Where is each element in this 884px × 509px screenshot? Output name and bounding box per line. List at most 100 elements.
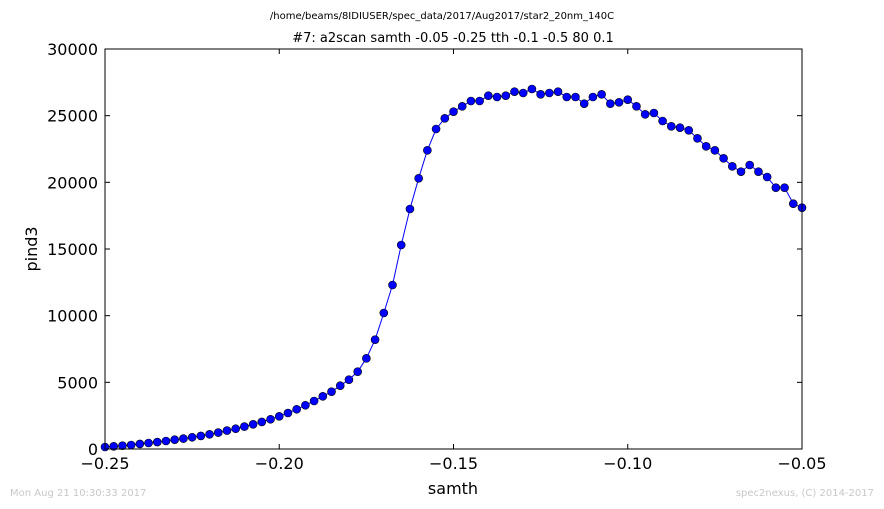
data-point <box>710 146 720 155</box>
data-point <box>701 142 711 151</box>
data-point <box>545 88 554 98</box>
data-point <box>449 107 458 116</box>
data-point <box>457 102 467 111</box>
data-point <box>362 354 371 363</box>
data-point <box>632 102 641 111</box>
data-point <box>274 412 284 421</box>
data-point <box>684 126 694 135</box>
data-point <box>788 199 798 208</box>
data-point <box>640 110 650 119</box>
footer-credit: spec2nexus, (C) 2014-2017 <box>735 488 874 499</box>
data-point <box>257 417 267 427</box>
data-point <box>501 91 511 100</box>
data-point <box>623 95 633 104</box>
data-point <box>597 90 606 99</box>
data-point <box>780 183 789 192</box>
data-point <box>292 404 301 414</box>
data-point <box>248 420 258 429</box>
data-point <box>205 430 214 439</box>
data-point <box>283 408 293 418</box>
data-point <box>754 167 763 176</box>
data-point <box>196 431 206 441</box>
x-tick-label: −0.15 <box>429 454 478 473</box>
data-point <box>553 87 563 96</box>
data-point <box>431 124 441 134</box>
data-point <box>423 146 432 155</box>
data-point <box>187 432 197 442</box>
data-point <box>614 98 624 107</box>
footer-timestamp: Mon Aug 21 10:30:33 2017 <box>10 488 147 499</box>
data-point <box>222 426 232 435</box>
data-point <box>466 96 476 106</box>
x-tick-label: −0.25 <box>80 454 129 473</box>
data-point <box>588 92 598 102</box>
data-point <box>579 99 589 108</box>
data-point <box>562 92 572 102</box>
data-point <box>379 308 389 318</box>
data-point <box>675 123 685 132</box>
x-axis-label: samth <box>428 479 478 498</box>
y-tick-label: 5000 <box>57 373 98 392</box>
x-tick-label: −0.10 <box>603 454 652 473</box>
data-point <box>388 280 397 290</box>
data-point <box>571 92 580 102</box>
x-tick-label: −0.20 <box>255 454 304 473</box>
data-point <box>309 396 319 406</box>
data-point <box>213 428 223 437</box>
data-point <box>327 387 336 396</box>
data-point <box>484 91 493 100</box>
data-point <box>658 116 667 126</box>
y-tick-label: 20000 <box>47 173 98 192</box>
data-point <box>179 434 188 443</box>
chart-title: #7: a2scan samth -0.05 -0.25 tth -0.1 -0… <box>292 31 614 46</box>
y-tick-label: 10000 <box>47 307 98 326</box>
data-point <box>762 172 772 182</box>
data-point <box>510 87 519 96</box>
data-point <box>527 84 537 94</box>
data-point <box>135 439 145 449</box>
data-point <box>727 162 737 171</box>
data-point <box>736 167 746 176</box>
axis-ticks: −0.25 −0.20 −0.15 −0.10 −0.05 0 5000 10000 15000… <box>47 40 826 473</box>
data-point <box>475 96 484 106</box>
data-point <box>231 424 240 434</box>
data-point <box>344 375 354 384</box>
y-tick-label: 0 <box>88 440 98 459</box>
series-line <box>104 88 803 448</box>
data-point <box>649 108 659 118</box>
y-tick-label: 30000 <box>47 40 98 59</box>
data-point <box>606 99 615 108</box>
data-point <box>266 414 275 424</box>
data-point <box>170 435 179 444</box>
data-point <box>144 438 153 448</box>
x-tick-label: −0.05 <box>777 454 826 473</box>
plot-area <box>100 84 807 452</box>
y-tick-label: 15000 <box>47 240 98 259</box>
data-point <box>353 367 362 376</box>
data-point <box>152 437 162 447</box>
data-point <box>396 240 406 250</box>
y-tick-label: 25000 <box>47 107 98 126</box>
data-point <box>492 92 502 102</box>
data-point <box>693 134 702 143</box>
data-point <box>518 88 528 98</box>
data-point <box>440 114 450 123</box>
data-point <box>414 174 423 183</box>
data-point <box>745 160 755 170</box>
data-point <box>771 183 781 192</box>
data-point <box>719 154 728 163</box>
data-point <box>118 441 127 450</box>
data-point <box>318 392 328 401</box>
data-point <box>161 436 171 446</box>
data-point <box>240 422 249 431</box>
data-point <box>536 90 545 99</box>
chart-suptitle: /home/beams/8IDIUSER/spec_data/2017/Aug2… <box>270 11 614 22</box>
data-point <box>667 122 676 131</box>
data-point <box>109 442 119 451</box>
data-point <box>335 381 345 390</box>
data-point <box>370 335 380 344</box>
data-point <box>126 440 136 450</box>
y-axis-label: pind3 <box>22 226 41 271</box>
data-point <box>301 400 310 410</box>
